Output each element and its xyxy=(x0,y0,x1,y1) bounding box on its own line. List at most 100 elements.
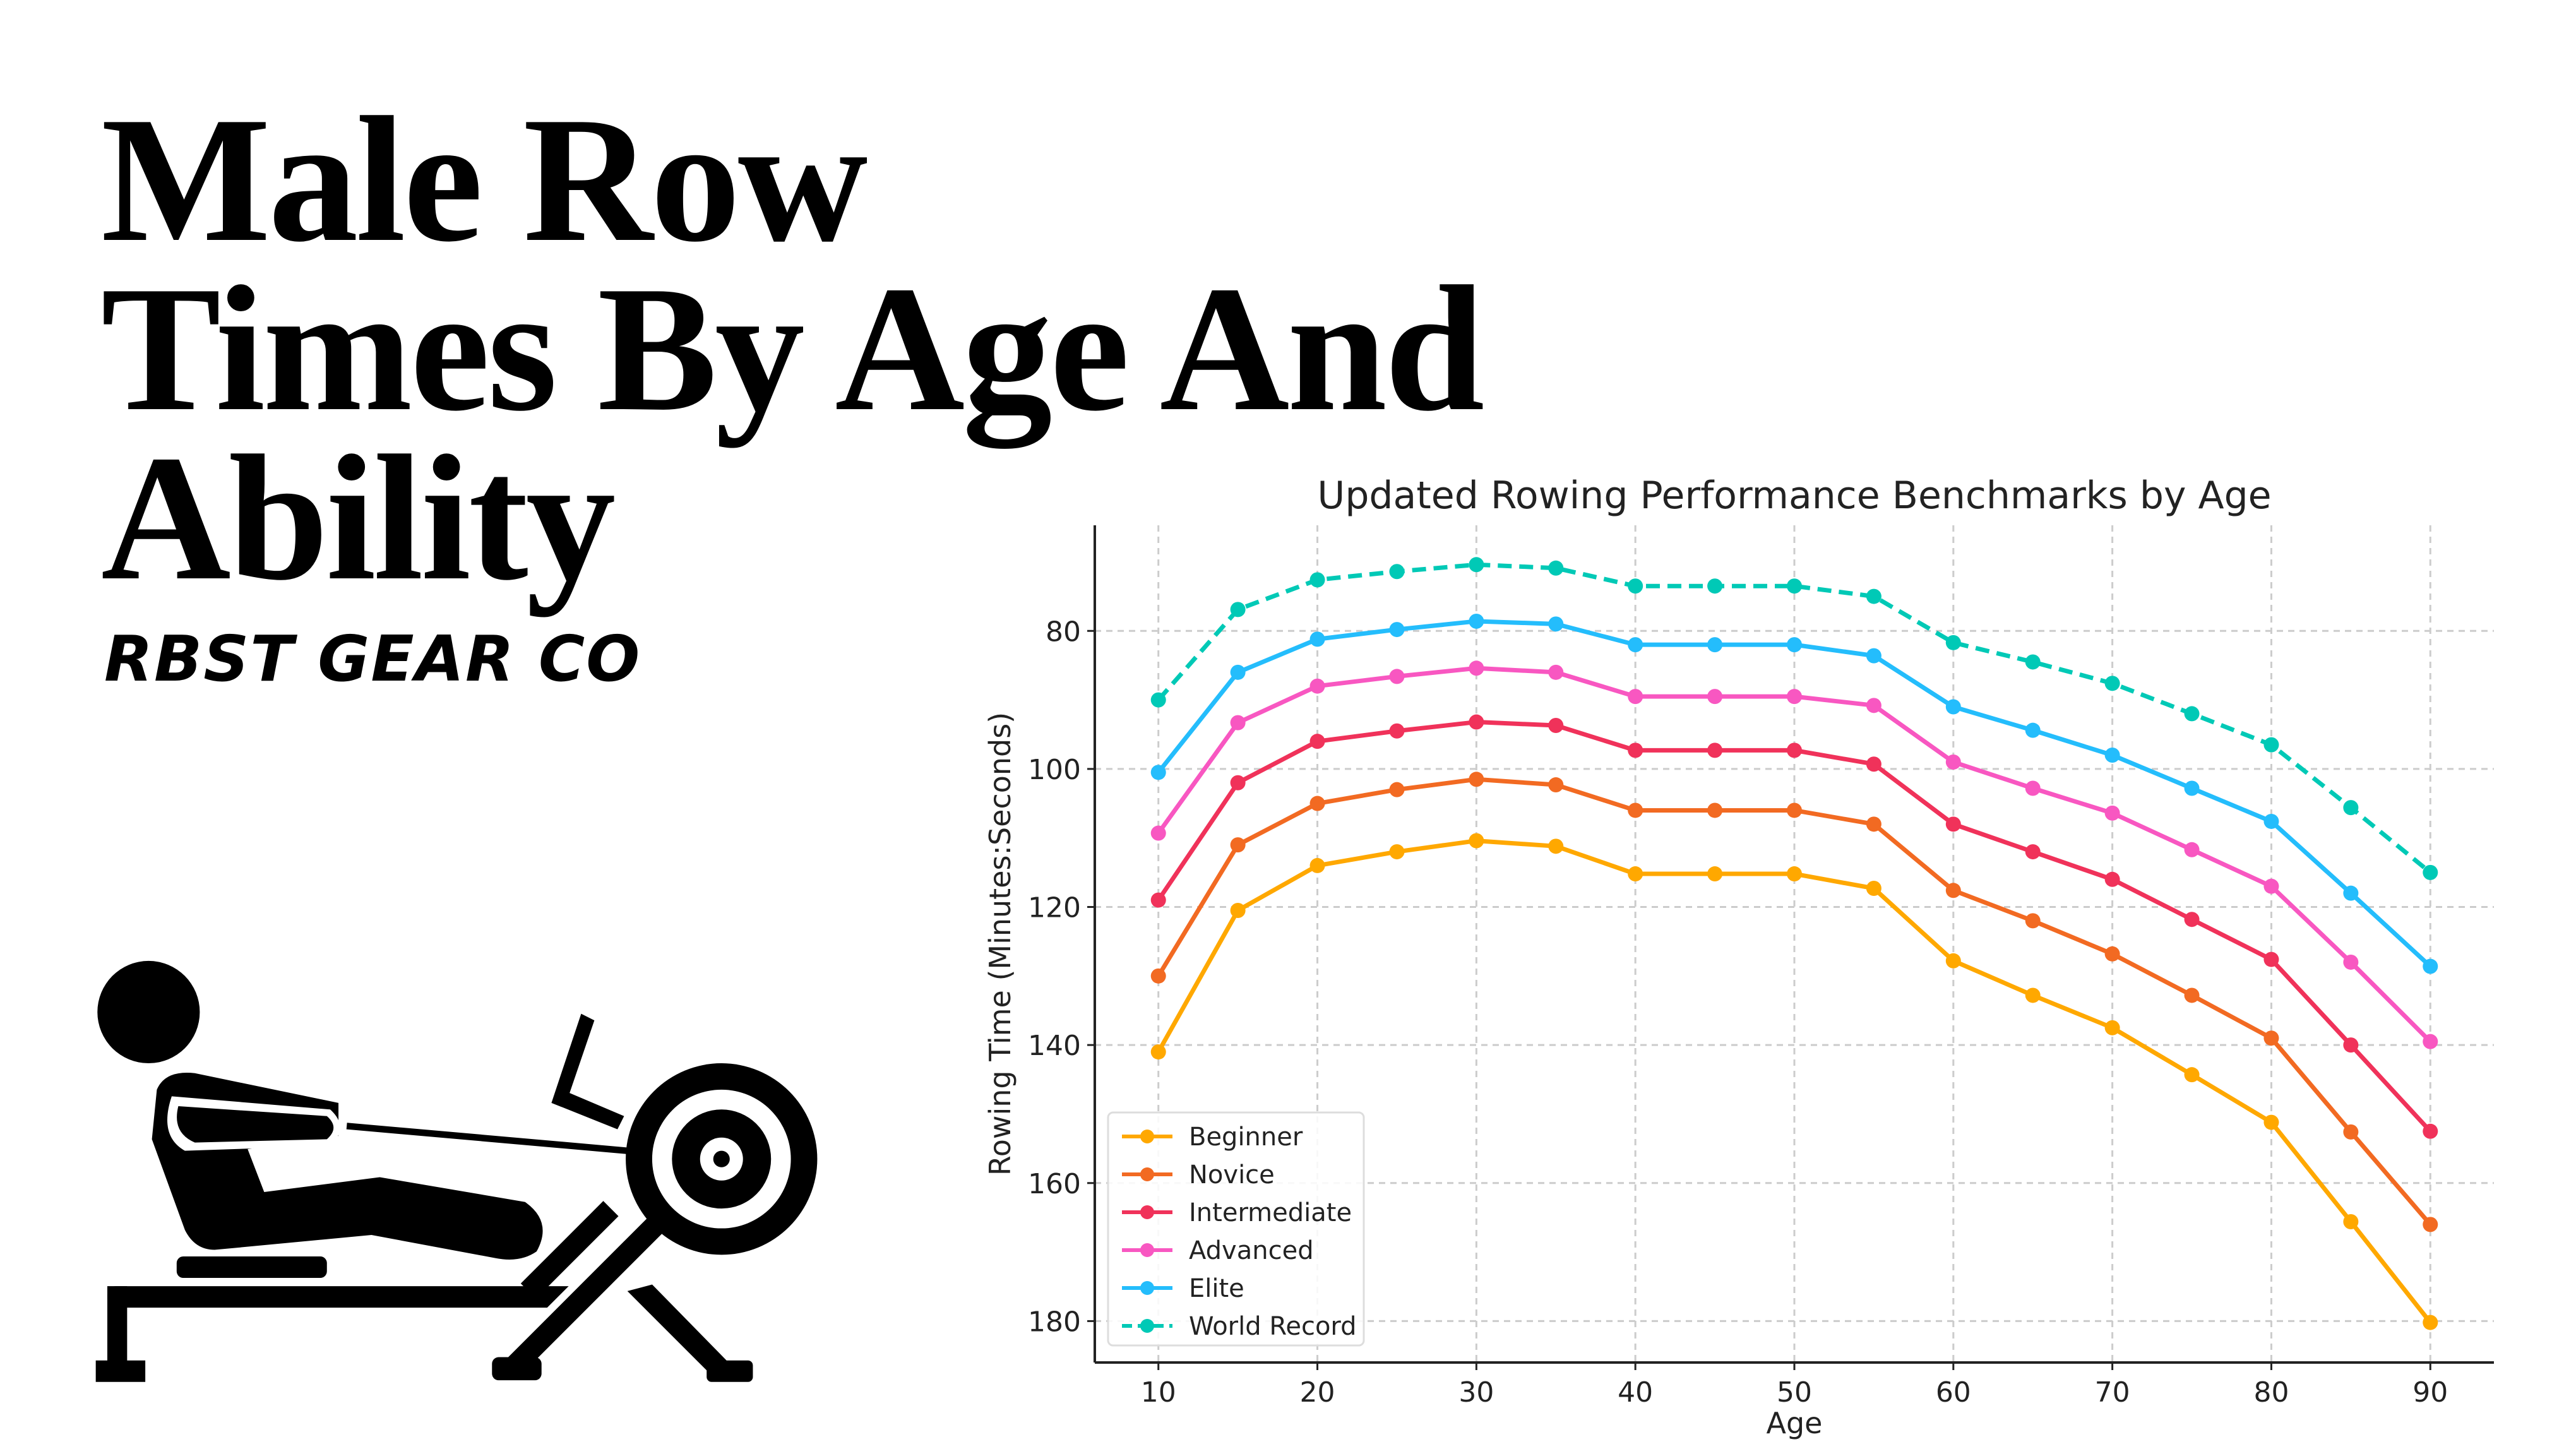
legend-marker xyxy=(1140,1205,1154,1219)
data-point xyxy=(2184,987,2200,1003)
data-point xyxy=(1389,723,1405,739)
data-point xyxy=(1866,588,1881,604)
data-point xyxy=(1309,796,1325,811)
data-point xyxy=(2025,913,2041,929)
x-tick-label: 70 xyxy=(2095,1376,2130,1409)
data-point xyxy=(2423,1034,2438,1049)
data-point xyxy=(2184,842,2200,857)
data-point xyxy=(1230,664,1246,680)
data-point xyxy=(1230,602,1246,617)
data-point xyxy=(2423,864,2438,880)
data-point xyxy=(2343,954,2359,970)
data-point xyxy=(1866,648,1881,664)
page-title: Male Row Times By Age And Ability xyxy=(101,80,1484,608)
y-tick-label: 160 xyxy=(1028,1168,1081,1200)
data-point xyxy=(1548,838,1564,854)
data-point xyxy=(1548,664,1564,680)
data-point xyxy=(1469,557,1484,573)
data-point xyxy=(2025,844,2041,860)
x-tick-label: 30 xyxy=(1458,1376,1494,1409)
legend-marker xyxy=(1140,1243,1154,1257)
data-point xyxy=(2423,958,2438,974)
data-point xyxy=(1707,802,1723,818)
data-point xyxy=(2423,1123,2438,1139)
data-point xyxy=(2423,1217,2438,1232)
y-tick-label: 140 xyxy=(1028,1030,1081,1062)
data-point xyxy=(1150,692,1166,708)
data-point xyxy=(2025,780,2041,796)
data-point xyxy=(2343,1213,2359,1229)
data-point xyxy=(1309,857,1325,873)
data-point xyxy=(1945,883,1961,898)
y-tick-label: 100 xyxy=(1028,754,1081,786)
data-point xyxy=(2104,871,2120,887)
data-point xyxy=(2263,878,2279,894)
x-tick-label: 20 xyxy=(1300,1376,1335,1409)
title-line: Times By Age And xyxy=(101,249,1484,448)
x-tick-label: 80 xyxy=(2253,1376,2289,1409)
data-point xyxy=(2184,912,2200,927)
data-point xyxy=(1945,635,1961,650)
data-point xyxy=(1389,669,1405,684)
data-point xyxy=(1469,714,1484,730)
y-tick-label: 80 xyxy=(1046,616,1081,648)
data-point xyxy=(1707,578,1723,594)
data-point xyxy=(1866,698,1881,713)
y-tick-label: 120 xyxy=(1028,892,1081,924)
data-point xyxy=(2343,885,2359,901)
data-point xyxy=(1945,816,1961,832)
data-point xyxy=(1230,715,1246,730)
data-point xyxy=(1787,637,1802,653)
data-point xyxy=(1230,837,1246,853)
data-point xyxy=(1628,637,1643,653)
data-point xyxy=(1469,660,1484,676)
data-point xyxy=(1628,689,1643,705)
data-point xyxy=(1866,756,1881,772)
x-tick-label: 40 xyxy=(1618,1376,1653,1409)
data-point xyxy=(2104,946,2120,962)
data-point xyxy=(1230,775,1246,790)
data-point xyxy=(1707,689,1723,705)
x-tick-label: 60 xyxy=(1936,1376,1971,1409)
legend-marker xyxy=(1140,1319,1154,1333)
data-point xyxy=(1389,782,1405,797)
legend-label: Advanced xyxy=(1189,1236,1314,1265)
title-line: Male Row xyxy=(101,80,868,279)
data-point xyxy=(1707,637,1723,653)
data-point xyxy=(2184,1067,2200,1083)
data-point xyxy=(1389,844,1405,860)
data-point xyxy=(1230,902,1246,918)
data-point xyxy=(1628,742,1643,758)
data-point xyxy=(1309,572,1325,588)
legend-marker xyxy=(1140,1281,1154,1295)
data-point xyxy=(1389,622,1405,638)
data-point xyxy=(2104,805,2120,821)
data-point xyxy=(1945,754,1961,770)
data-point xyxy=(1469,613,1484,629)
legend-label: Intermediate xyxy=(1189,1198,1352,1227)
brand-name: RBST GEAR CO xyxy=(104,622,641,696)
series-line-world-record xyxy=(1157,562,2432,874)
x-axis-label: Age xyxy=(1767,1406,1823,1440)
x-tick-label: 50 xyxy=(1777,1376,1812,1409)
x-tick-label: 90 xyxy=(2412,1376,2448,1409)
data-point xyxy=(1866,881,1881,897)
legend-label: Beginner xyxy=(1189,1123,1303,1152)
data-point xyxy=(2025,654,2041,670)
data-point xyxy=(1866,816,1881,832)
data-point xyxy=(2263,813,2279,829)
data-point xyxy=(1150,1044,1166,1060)
legend-label: Novice xyxy=(1189,1160,1275,1190)
data-point xyxy=(1150,968,1166,984)
data-point xyxy=(1787,866,1802,882)
data-point xyxy=(1469,772,1484,787)
data-point xyxy=(2343,800,2359,816)
data-point xyxy=(1787,802,1802,818)
data-point xyxy=(1469,833,1484,849)
data-point xyxy=(2263,1114,2279,1130)
data-point xyxy=(2025,987,2041,1003)
data-point xyxy=(1628,578,1643,594)
data-point xyxy=(1150,825,1166,841)
